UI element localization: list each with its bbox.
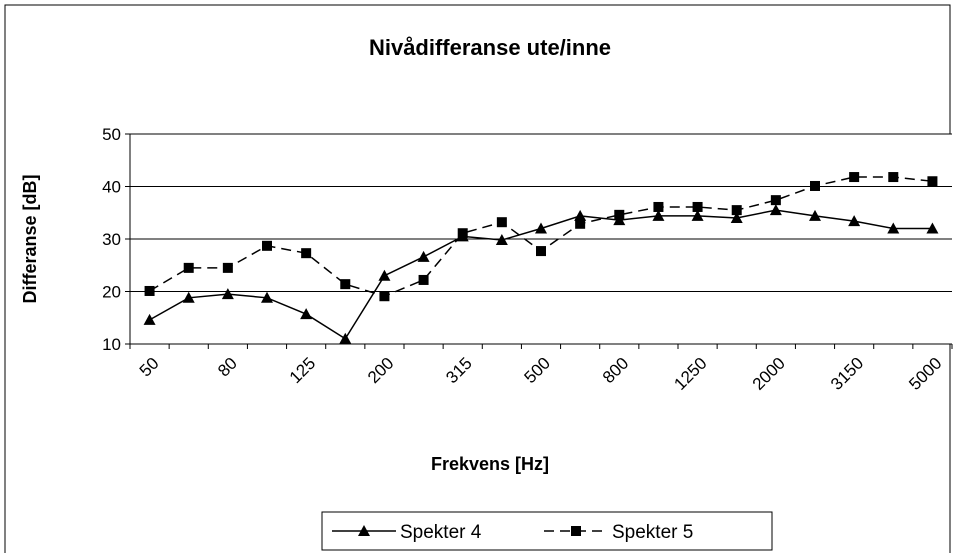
- marker: [221, 288, 234, 300]
- marker: [418, 274, 429, 285]
- marker: [653, 201, 664, 212]
- marker: [770, 195, 781, 206]
- marker: [262, 240, 272, 251]
- marker: [887, 222, 900, 234]
- marker: [379, 291, 390, 302]
- marker: [144, 285, 155, 296]
- chart-title: Nivådifferanse ute/inne: [369, 35, 611, 60]
- y-tick-label: 20: [102, 283, 121, 302]
- marker: [614, 209, 625, 220]
- marker: [143, 313, 156, 325]
- marker: [888, 172, 899, 183]
- y-tick-label: 30: [102, 230, 121, 249]
- marker: [809, 209, 821, 221]
- marker: [926, 222, 939, 234]
- marker: [417, 250, 430, 262]
- marker: [652, 209, 665, 221]
- y-tick-label: 40: [102, 178, 121, 197]
- x-axis-title: Frekvens [Hz]: [431, 454, 549, 474]
- marker: [300, 308, 313, 320]
- legend-label: Spekter 4: [400, 522, 482, 543]
- marker: [183, 262, 194, 273]
- y-tick-label: 10: [102, 335, 121, 354]
- marker: [849, 172, 860, 183]
- marker: [769, 204, 782, 216]
- marker: [927, 176, 938, 187]
- legend-marker: [571, 526, 581, 536]
- marker: [730, 212, 743, 223]
- marker: [222, 262, 233, 273]
- marker: [182, 291, 195, 303]
- marker: [692, 201, 703, 212]
- y-axis-title: Differanse [dB]: [20, 174, 40, 303]
- marker: [496, 217, 507, 228]
- y-tick-label: 50: [102, 125, 121, 144]
- marker: [339, 332, 352, 344]
- marker: [810, 180, 820, 191]
- marker: [261, 291, 273, 303]
- legend-label: Spekter 5: [612, 522, 693, 543]
- legend-marker: [358, 525, 370, 536]
- marker: [378, 269, 391, 281]
- marker: [301, 248, 312, 259]
- marker: [691, 209, 704, 221]
- marker: [574, 209, 587, 221]
- marker: [495, 234, 508, 246]
- marker: [536, 246, 546, 257]
- marker: [457, 228, 468, 239]
- marker: [535, 222, 547, 234]
- marker: [848, 215, 861, 227]
- marker: [731, 205, 742, 216]
- marker: [575, 218, 586, 229]
- marker: [340, 279, 351, 290]
